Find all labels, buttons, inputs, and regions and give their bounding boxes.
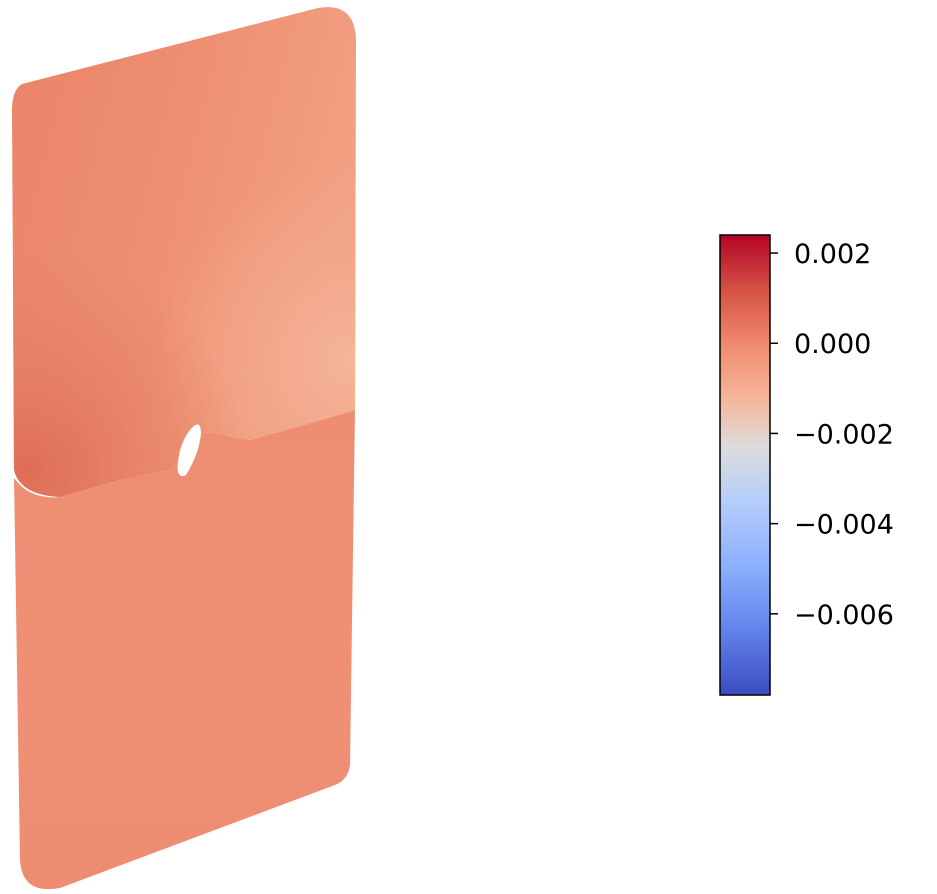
colorbar-tick-label: −0.004 (794, 510, 894, 541)
colorbar-tick-label: −0.002 (794, 419, 894, 450)
colorbar-ticks: 0.002 0.000 −0.002 −0.004 −0.006 (770, 239, 894, 631)
colorbar-tick-label: 0.002 (794, 239, 871, 270)
plate-hole (177, 424, 201, 477)
colorbar-gradient (719, 234, 771, 696)
plate-upper (12, 7, 356, 497)
colorbar: 0.002 0.000 −0.002 −0.004 −0.006 (719, 234, 894, 696)
colorbar-tick-label: 0.000 (794, 329, 871, 360)
colorbar-tick-label: −0.006 (794, 600, 894, 631)
plate-lower (14, 410, 355, 890)
